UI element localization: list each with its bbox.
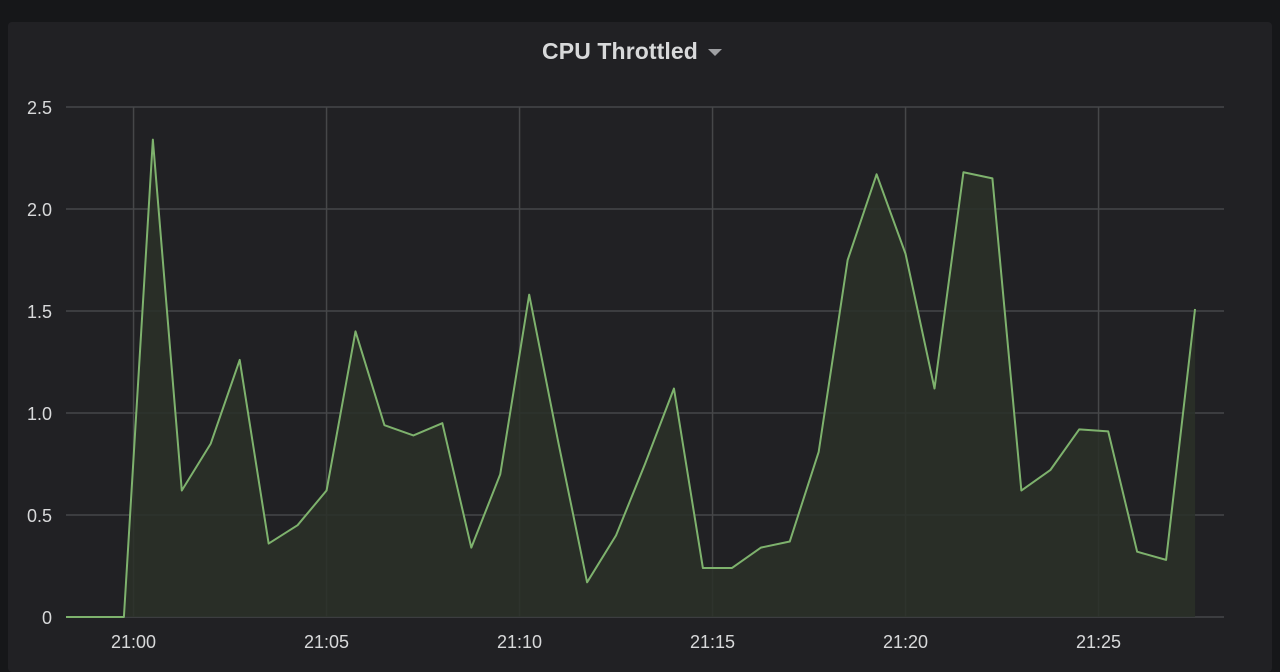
x-tick-label: 21:10 [497,632,542,652]
y-tick-label: 0 [42,608,52,628]
x-tick-label: 21:05 [304,632,349,652]
series-layer [66,140,1195,618]
y-tick-label: 2.0 [27,200,52,220]
y-tick-label: 0.5 [27,506,52,526]
series-area [66,140,1195,617]
x-tick-label: 21:15 [690,632,735,652]
y-tick-label: 1.0 [27,404,52,424]
x-axis: 21:00 21:05 21:10 21:15 21:20 21:25 [111,632,1121,652]
x-tick-label: 21:20 [883,632,928,652]
x-tick-label: 21:25 [1076,632,1121,652]
y-axis: 0 0.5 1.0 1.5 2.0 2.5 [27,98,52,628]
y-tick-label: 2.5 [27,98,52,118]
y-tick-label: 1.5 [27,302,52,322]
x-tick-label: 21:00 [111,632,156,652]
